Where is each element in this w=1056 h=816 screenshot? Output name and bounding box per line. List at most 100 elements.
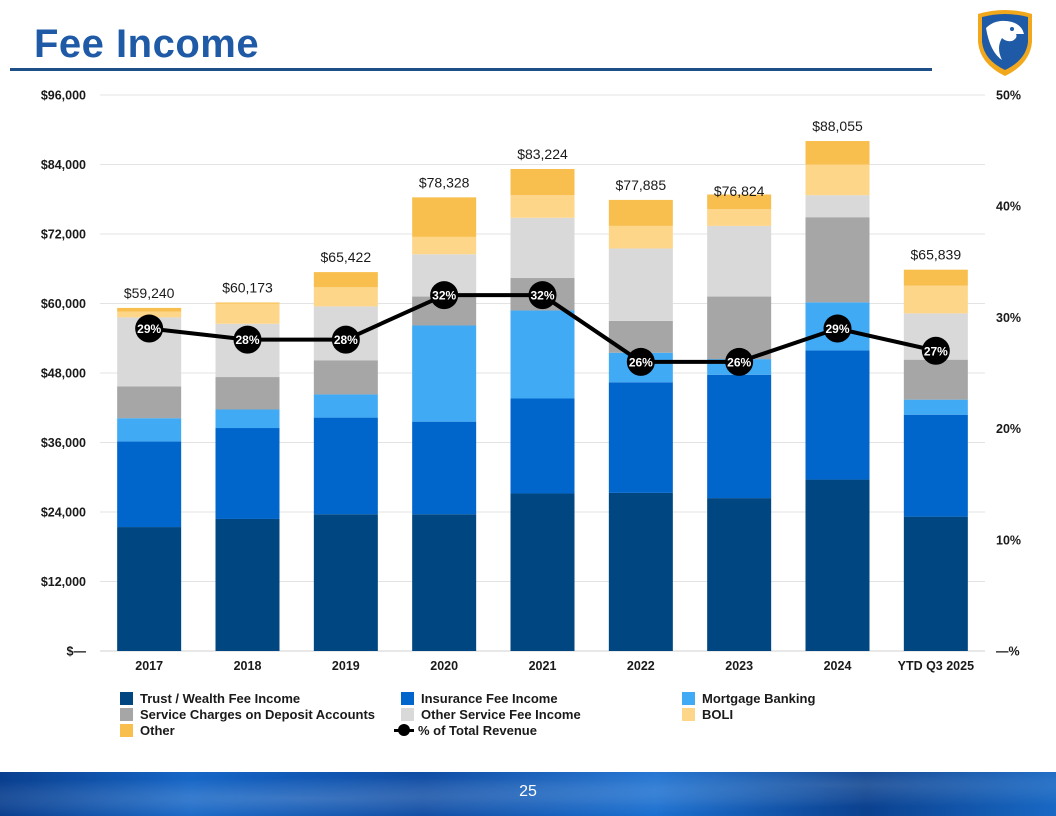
bar-segment-insurance [412,421,477,515]
y-axis-right-tick-label: 10% [996,533,1021,547]
legend-item-mortgage: Mortgage Banking [682,690,815,706]
bar-segment-other [412,197,477,237]
bar-segment-other_service [707,225,772,297]
legend-label: Other [140,722,175,738]
y-axis-left-tick-label: $36,000 [41,436,86,450]
bar-segment-boli [707,209,772,226]
legend-line-marker-icon [394,723,414,737]
bar-total-label: $77,885 [616,177,667,193]
legend-item-trust: Trust / Wealth Fee Income [120,690,300,706]
pct-revenue-label: 27% [924,344,948,358]
bar-segment-insurance [903,414,968,517]
bar-segment-trust [215,518,280,651]
legend-swatch-boli [682,707,695,721]
pct-revenue-label: 28% [235,333,259,347]
bar-segment-other_service [805,195,870,218]
legend-swatch-other [120,723,133,737]
y-axis-left-tick-label: $12,000 [41,575,86,589]
x-axis-tick-label: 2017 [135,659,163,673]
pct-revenue-marker [135,314,164,343]
bar-segment-trust [510,493,575,651]
x-axis-tick-label: 2020 [430,659,458,673]
x-axis-tick-label: 2022 [627,659,655,673]
pct-revenue-marker [331,325,360,354]
bar-segment-other_service [608,248,673,321]
pct-revenue-label: 26% [629,355,653,369]
bar-segment-service_charges [215,377,280,410]
chart-legend: Trust / Wealth Fee Income Insurance Fee … [120,690,1000,746]
bar-segment-other [903,269,968,286]
pct-revenue-marker [233,325,262,354]
pct-revenue-label: 29% [825,322,849,336]
y-axis-right-tick-label: —% [996,645,1020,659]
bar-segment-service_charges [117,386,182,419]
legend-label: Other Service Fee Income [421,706,581,722]
bar-segment-other [215,302,280,304]
bar-segment-trust [805,479,870,651]
title-divider [10,68,932,71]
legend-swatch-insurance [401,691,414,705]
bar-segment-insurance [313,417,378,515]
bar-segment-other [510,168,575,196]
bar-segment-other [608,199,673,226]
bar-segment-mortgage [117,418,182,442]
bar-total-label: $76,824 [714,183,765,199]
bar-segment-trust [903,516,968,651]
y-axis-right-tick-label: 40% [996,200,1021,214]
y-axis-right-tick-label: 30% [996,311,1021,325]
bar-segment-insurance [707,374,772,499]
bar-segment-boli [313,287,378,307]
legend-item-insurance: Insurance Fee Income [401,690,558,706]
y-axis-left-tick-label: $84,000 [41,158,86,172]
bar-segment-mortgage [313,394,378,418]
bar-segment-trust [117,527,182,651]
y-axis-left-tick-label: $72,000 [41,228,86,242]
bar-segment-other [117,307,182,312]
bar-segment-insurance [215,428,280,519]
pct-revenue-marker [823,314,852,343]
fee-income-chart: $— $12,000 $24,000 $36,000 $48,000 $60,000 $72… [41,89,1021,674]
legend-swatch-other-service [401,707,414,721]
pct-revenue-marker [921,336,950,365]
legend-label: Service Charges on Deposit Accounts [140,706,376,722]
legend-item-other-service: Other Service Fee Income [401,706,581,722]
bar-segment-other_service [510,217,575,279]
bar-segment-boli [608,225,673,249]
pct-revenue-label: 26% [727,355,751,369]
bar-segment-insurance [117,441,182,528]
y-axis-left-tick-label: $96,000 [41,89,86,103]
bar-segment-boli [215,303,280,324]
bar-segment-other [805,141,870,165]
bar-segment-boli [510,195,575,218]
y-axis-left-tick-label: $48,000 [41,367,86,381]
bar-total-label: $59,240 [124,285,175,301]
bar-total-label: $88,055 [812,118,863,134]
footer-band: 25 [0,772,1056,816]
y-axis-left-tick-label: $— [67,645,87,659]
x-axis-tick-label: 2024 [824,659,852,673]
x-axis-tick-label: 2021 [529,659,557,673]
pct-revenue-marker [626,347,655,376]
bar-total-label: $83,224 [517,146,568,162]
pct-revenue-marker [725,347,754,376]
bar-segment-trust [608,492,673,651]
bar-segment-trust [412,514,477,651]
bar-segment-service_charges [313,360,378,395]
legend-item-pct-revenue: % of Total Revenue [394,722,537,738]
legend-item-boli: BOLI [682,706,733,722]
legend-label: BOLI [702,706,734,722]
eagle-shield-logo [978,10,1032,76]
bar-segment-boli [805,164,870,196]
bar-segment-boli [117,311,182,318]
y-axis-right-tick-label: 20% [996,422,1021,436]
legend-label: Insurance Fee Income [421,690,558,706]
bar-segment-other [313,272,378,288]
bar-segment-insurance [608,382,673,493]
bar-segment-service_charges [805,217,870,303]
legend-label: Mortgage Banking [702,690,816,706]
bar-segment-trust [707,498,772,651]
y-axis-right-tick-label: 50% [996,89,1021,103]
bar-segment-other [707,194,772,210]
x-axis-tick-label: 2019 [332,659,360,673]
pct-revenue-marker [528,281,557,310]
